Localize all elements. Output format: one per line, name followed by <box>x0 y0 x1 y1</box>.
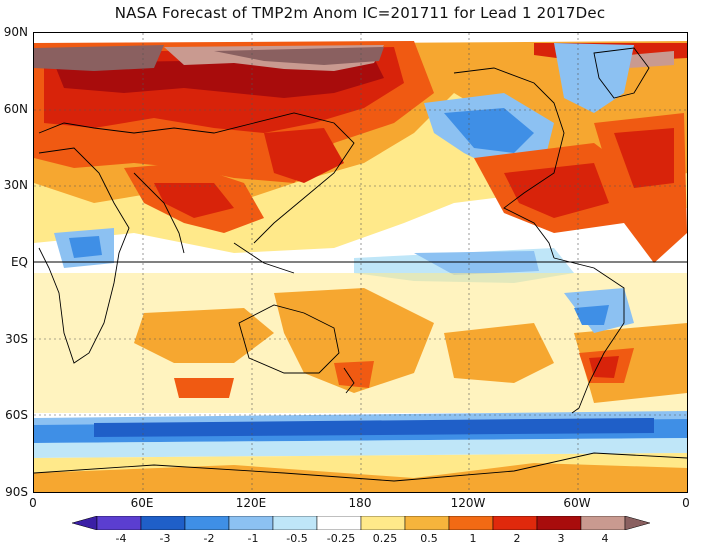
anomaly-field <box>34 33 687 492</box>
lat-label-90s: 90S <box>5 485 28 499</box>
colorbar-label: 4 <box>601 532 609 545</box>
colorbar-label: 2 <box>513 532 521 545</box>
colorbar-cell <box>96 516 142 530</box>
lon-label-120e: 120E <box>235 496 267 510</box>
lon-label-60e: 60E <box>130 496 154 510</box>
map-title: NASA Forecast of TMP2m Anom IC=201711 fo… <box>114 4 606 22</box>
colorbar-label: 0.5 <box>420 532 438 545</box>
lat-label-eq: EQ <box>10 255 28 269</box>
colorbar-cell <box>272 516 318 530</box>
colorbar-cell <box>72 516 98 530</box>
lat-label-60n: 60N <box>3 102 28 116</box>
colorbar-cell <box>316 516 362 530</box>
colorbar-cell <box>448 516 494 530</box>
colorbar-cell <box>228 516 274 530</box>
colorbar-label: -1 <box>247 532 259 545</box>
colorbar-label: -4 <box>115 532 127 545</box>
colorbar-cell <box>624 516 650 530</box>
colorbar-cell <box>580 516 626 530</box>
colorbar-cell <box>492 516 538 530</box>
colorbar-label: -3 <box>159 532 171 545</box>
colorbar-label: -0.25 <box>326 532 356 545</box>
lon-label-60w: 60W <box>563 496 591 510</box>
colorbar-label: 1 <box>469 532 477 545</box>
colorbar-cell <box>184 516 230 530</box>
colorbar-label: 3 <box>557 532 565 545</box>
temperature-anomaly-map <box>33 32 688 493</box>
coastlines <box>34 47 687 482</box>
colorbar-label: 0.25 <box>372 532 398 545</box>
colorbar-cell <box>404 516 450 530</box>
colorbar-label: -0.5 <box>286 532 308 545</box>
lon-label-120w: 120W <box>450 496 486 510</box>
lat-label-30n: 30N <box>3 178 28 192</box>
colorbar-cell <box>140 516 186 530</box>
colorbar-label: -2 <box>203 532 215 545</box>
lat-label-60s: 60S <box>5 408 28 422</box>
colorbar <box>72 516 650 530</box>
colorbar-cell <box>536 516 582 530</box>
lon-label-0-right: 0 <box>682 496 690 510</box>
colorbar-cell <box>360 516 406 530</box>
lat-label-30s: 30S <box>5 332 28 346</box>
lon-label-0-left: 0 <box>29 496 37 510</box>
lon-label-180: 180 <box>348 496 372 510</box>
lat-label-90n: 90N <box>3 25 28 39</box>
